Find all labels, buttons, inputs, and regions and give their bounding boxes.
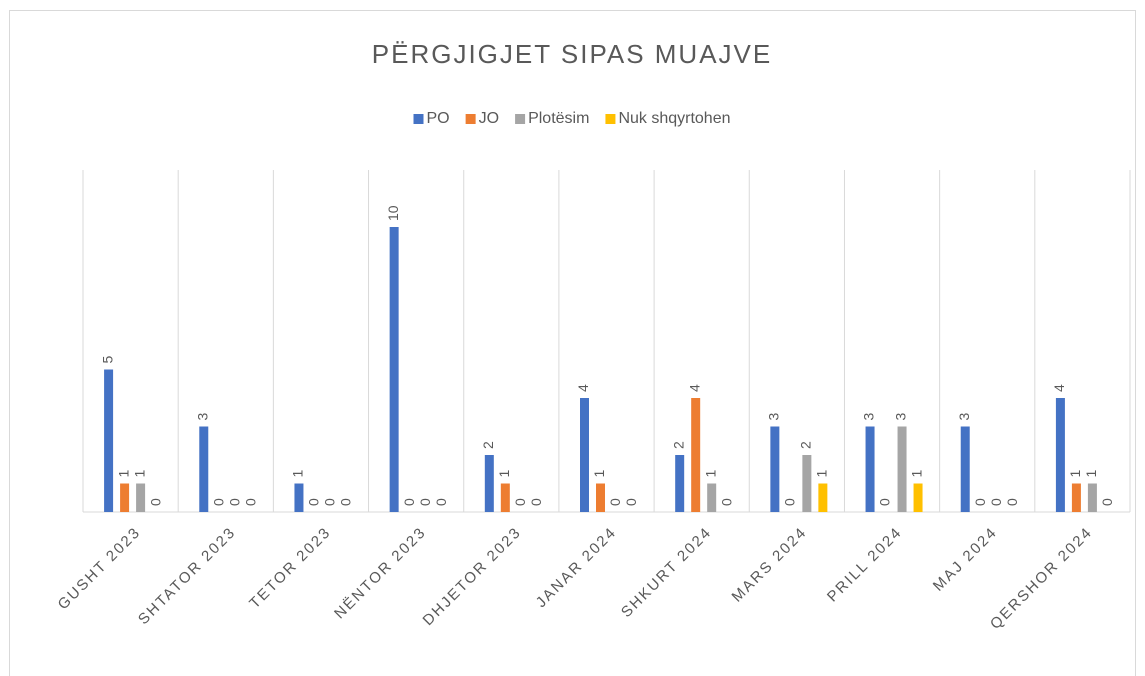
bar — [596, 483, 605, 512]
data-label: 0 — [433, 498, 449, 506]
legend-swatch — [605, 114, 616, 124]
bar — [707, 483, 717, 512]
legend-item: Nuk shqyrtohen — [605, 110, 731, 127]
legend-swatch — [515, 114, 526, 124]
data-label: 0 — [607, 498, 623, 506]
data-label: 0 — [226, 498, 242, 506]
bar — [897, 426, 907, 512]
bar — [580, 398, 589, 512]
data-label: 1 — [496, 470, 512, 478]
data-label: 3 — [194, 413, 210, 421]
data-label: 4 — [686, 384, 702, 392]
data-label: 3 — [766, 413, 782, 421]
data-label: 0 — [242, 498, 258, 506]
bar — [1071, 483, 1081, 512]
data-label: 1 — [702, 470, 718, 478]
chart-title: PËRGJIGJET SIPAS MUAJVE — [372, 39, 772, 69]
legend-item: PO — [413, 110, 450, 127]
data-label: 1 — [131, 470, 147, 478]
legend: PO JO Plotësim Nuk shqyrtohen — [413, 110, 731, 127]
chart-frame — [9, 10, 1136, 676]
legend-label: Nuk shqyrtohen — [618, 110, 730, 127]
legend-label: Plotësim — [528, 110, 589, 127]
data-label: 3 — [893, 413, 909, 421]
bar — [294, 483, 304, 512]
bar — [675, 455, 685, 512]
legend-swatch — [465, 114, 476, 124]
data-label: 1 — [290, 470, 306, 478]
bar — [960, 426, 970, 512]
data-label: 0 — [528, 498, 544, 506]
data-label: 2 — [480, 441, 496, 449]
legend-label: JO — [479, 110, 499, 127]
data-label: 0 — [322, 498, 338, 506]
bar — [104, 369, 114, 512]
data-label: 0 — [401, 498, 417, 506]
data-label: 0 — [338, 498, 354, 506]
data-label: 2 — [670, 441, 686, 449]
bar — [802, 455, 812, 512]
data-label: 0 — [417, 498, 433, 506]
data-label: 4 — [1051, 384, 1067, 392]
bar — [120, 483, 130, 512]
data-label: 0 — [972, 498, 988, 506]
data-label: 1 — [591, 470, 607, 478]
legend-label: PO — [427, 110, 450, 127]
legend-swatch — [413, 114, 424, 124]
bar — [136, 483, 146, 512]
data-label: 1 — [814, 470, 830, 478]
data-label: 5 — [99, 356, 115, 364]
data-label: 0 — [782, 498, 798, 506]
data-label: 2 — [798, 441, 814, 449]
data-label: 1 — [1083, 470, 1099, 478]
bar — [500, 483, 510, 512]
bar — [484, 455, 494, 512]
bar — [865, 426, 875, 512]
data-label: 0 — [623, 498, 639, 506]
data-label: 0 — [147, 498, 163, 506]
data-label: 0 — [877, 498, 893, 506]
legend-item: Plotësim — [515, 110, 589, 127]
data-label: 0 — [988, 498, 1004, 506]
bar — [691, 398, 701, 512]
bar — [818, 483, 828, 512]
data-label: 4 — [575, 384, 591, 392]
bar — [770, 426, 780, 512]
data-label: 0 — [1004, 498, 1020, 506]
data-label: 0 — [1099, 498, 1115, 506]
bar — [389, 227, 399, 512]
data-label: 1 — [115, 470, 131, 478]
bar — [199, 426, 209, 512]
data-label: 0 — [210, 498, 226, 506]
data-label: 3 — [861, 413, 877, 421]
bar — [913, 483, 923, 512]
bar — [1055, 398, 1065, 512]
legend-item: JO — [465, 110, 499, 127]
data-label: 0 — [306, 498, 322, 506]
data-label: 10 — [385, 205, 401, 221]
data-label: 0 — [512, 498, 528, 506]
data-label: 0 — [718, 498, 734, 506]
data-label: 1 — [1067, 470, 1083, 478]
bar — [1087, 483, 1097, 512]
data-label: 3 — [956, 413, 972, 421]
data-label: 1 — [909, 470, 925, 478]
